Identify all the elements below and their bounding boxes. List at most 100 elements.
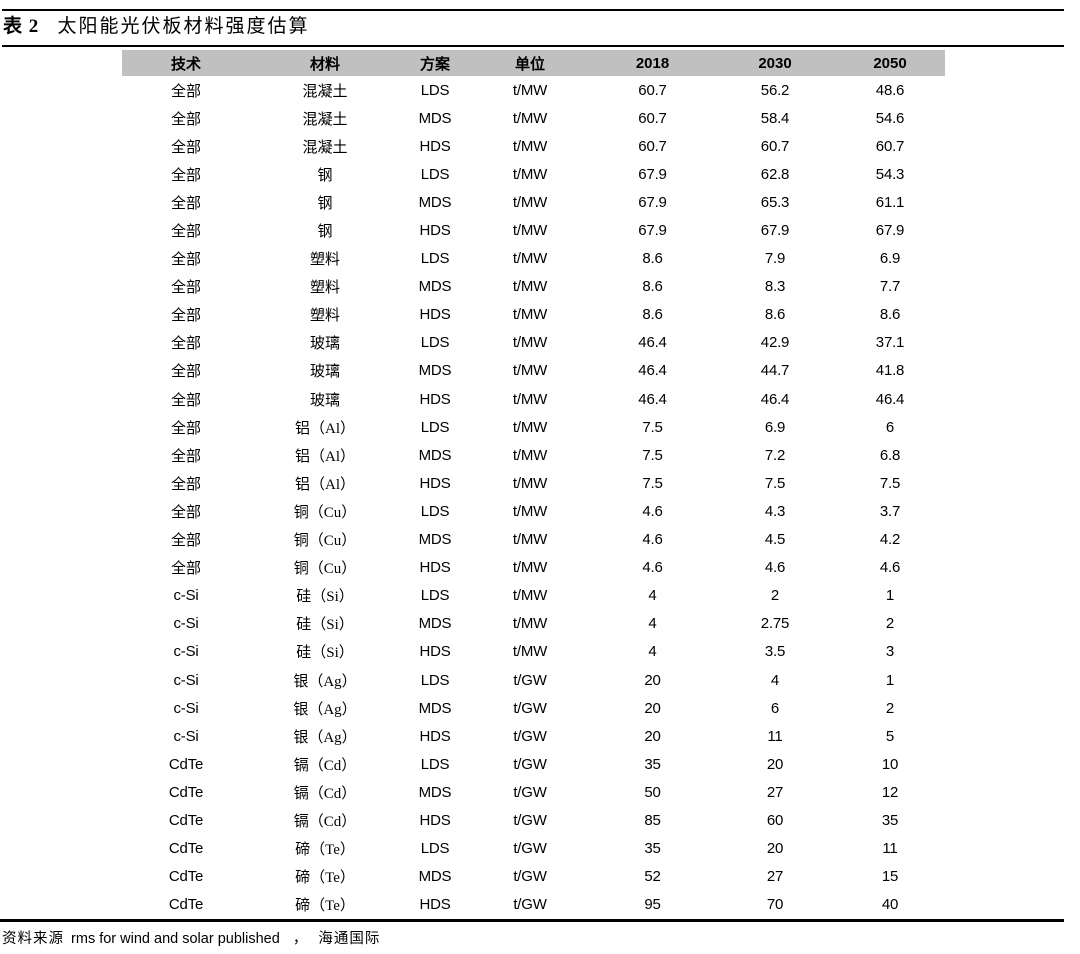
col-header-material: 材料 [250,50,400,76]
table-cell: t/MW [512,81,548,99]
col-header-2050: 2050 [835,50,945,76]
table-row: c-Si 硅（Si） HDS t/MW 4 3.5 3 [122,638,945,666]
table-cell: MDS [418,193,452,211]
table-cell: 2 [885,615,895,633]
table-cell: 46.4 [638,334,667,352]
table-cell: 全部 [170,561,201,578]
table-cell: LDS [420,81,450,99]
table-cell: CdTe [168,896,204,914]
table-cell: HDS [419,811,451,829]
table-row: 全部 玻璃 MDS t/MW 46.4 44.7 41.8 [122,357,945,385]
table-cell: 60 [766,811,784,829]
table-cell: 95 [644,896,661,914]
table-cell: 3 [885,643,895,661]
table-row: 全部 混凝土 MDS t/MW 60.7 58.4 54.6 [122,104,945,132]
table-row: 全部 铜（Cu） HDS t/MW 4.6 4.6 4.6 [122,554,945,582]
table-cell: 铜（Cu） [293,504,357,521]
table-row: 全部 铝（Al） LDS t/MW 7.5 6.9 6 [122,413,945,441]
col-header-scheme: 方案 [400,50,470,76]
table-cell: HDS [419,137,451,155]
table-cell: t/GW [513,896,547,914]
table-cell: HDS [419,390,451,408]
table-cell: MDS [418,868,452,886]
table-row: 全部 铝（Al） MDS t/MW 7.5 7.2 6.8 [122,441,945,469]
table-cell: 硅（Si） [296,617,354,634]
table-cell: 40 [881,896,899,914]
table-cell: 46.4 [875,390,905,408]
table-cell: 67.9 [760,222,790,240]
table-cell: 5 [885,727,895,745]
table-cell: 6.9 [764,418,786,436]
table-cell: 67.9 [638,165,667,183]
col-header-unit: 单位 [470,50,590,76]
table-cell: LDS [420,502,450,520]
table-cell: 46.4 [638,362,667,380]
table-cell: 3.5 [764,643,786,661]
table-cell: t/GW [513,755,547,773]
table-title: 表 2 太阳能光伏板材料强度估算 [3,15,310,39]
table-cell: 全部 [170,83,201,100]
table-cell: 54.6 [875,109,905,127]
table-cell: t/MW [512,137,548,155]
table-cell: CdTe [168,840,204,858]
table-cell: c-Si [173,727,199,745]
table-cell: 60.7 [875,137,905,155]
table-cell: t/MW [512,643,548,661]
table-cell: 碲（Te） [295,898,355,915]
table-cell: 银（Ag） [293,701,357,718]
table-row: 全部 塑料 MDS t/MW 8.6 8.3 7.7 [122,273,945,301]
table-cell: 碲（Te） [295,842,355,859]
table-cell: 7.5 [642,418,663,436]
table-cell: 玻璃 [309,392,340,409]
table-cell: 6 [770,699,780,717]
table-cell: 2 [885,699,895,717]
table-cell: 全部 [170,476,201,493]
table-cell: 11 [767,727,783,745]
table-row: CdTe 碲（Te） HDS t/GW 95 70 40 [122,891,945,919]
table-cell: 4.5 [764,531,786,549]
table-cell: 4.2 [879,531,901,549]
table-cell: LDS [420,250,450,268]
table-cell: 4 [770,671,780,689]
table-cell: 银（Ag） [293,729,357,746]
table-row: 全部 玻璃 LDS t/MW 46.4 42.9 37.1 [122,329,945,357]
table-cell: 54.3 [875,165,905,183]
table-row: 全部 铜（Cu） MDS t/MW 4.6 4.5 4.2 [122,526,945,554]
table-cell: 全部 [170,195,201,212]
table-row: 全部 玻璃 HDS t/MW 46.4 46.4 46.4 [122,385,945,413]
table-cell: MDS [418,278,452,296]
table-cell: 46.4 [638,390,667,408]
table-cell: MDS [418,446,452,464]
table-cell: LDS [420,334,450,352]
col-header-technology: 技术 [122,50,250,76]
table-cell: t/MW [512,502,548,520]
table-cell: c-Si [173,615,199,633]
table-row: CdTe 碲（Te） MDS t/GW 52 27 15 [122,863,945,891]
table-number-label: 表 2 [3,16,40,37]
source-reference: rms for wind and solar published [71,931,280,947]
material-intensity-table: 技术 材料 方案 单位 2018 2030 2050 全部 混凝土 LDS t/MW 6… [122,50,945,919]
table-cell: 62.8 [760,165,790,183]
table-cell: 硅（Si） [296,589,354,606]
table-cell: t/MW [512,109,548,127]
table-cell: 钢 [317,224,333,241]
table-row: 全部 钢 LDS t/MW 67.9 62.8 54.3 [122,160,945,188]
table-cell: 67.9 [875,222,905,240]
table-cell: t/MW [512,362,548,380]
table-cell: CdTe [168,811,204,829]
table-cell: CdTe [168,755,204,773]
table-cell: 镉（Cd） [293,785,357,802]
table-cell: HDS [419,896,451,914]
table-cell: 44.7 [760,362,790,380]
table-cell: 塑料 [309,280,340,297]
table-cell: 48.6 [875,81,905,99]
table-cell: 全部 [170,504,201,521]
table-row: 全部 铜（Cu） LDS t/MW 4.6 4.3 3.7 [122,497,945,525]
bottom-rule [0,919,1064,922]
table-cell: 银（Ag） [293,673,357,690]
table-cell: 8.6 [642,306,663,324]
table-cell: t/MW [512,615,548,633]
table-cell: t/MW [512,418,548,436]
table-cell: 全部 [170,364,201,381]
